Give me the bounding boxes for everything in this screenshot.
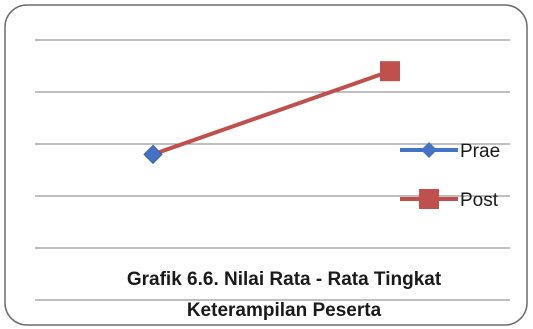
series-layer (143, 61, 400, 165)
legend-label: Post (460, 190, 499, 211)
chart-frame (4, 4, 528, 326)
data-point-post (380, 61, 400, 82)
legend-marker (421, 142, 437, 158)
legend-item-prae: Prae (400, 141, 500, 162)
legend-label: Prae (460, 141, 500, 162)
series-line (152, 69, 391, 157)
chart-caption-line-2: Keterampilan Peserta (187, 300, 382, 321)
legend-item-post: Post (400, 189, 499, 211)
legend-marker (419, 189, 439, 209)
data-point-prae (143, 144, 163, 165)
chart-caption-line-1: Grafik 6.6. Nilai Rata - Rata Tingkat (127, 269, 442, 290)
legend: Prae Post (400, 141, 500, 211)
gridlines (35, 39, 510, 301)
